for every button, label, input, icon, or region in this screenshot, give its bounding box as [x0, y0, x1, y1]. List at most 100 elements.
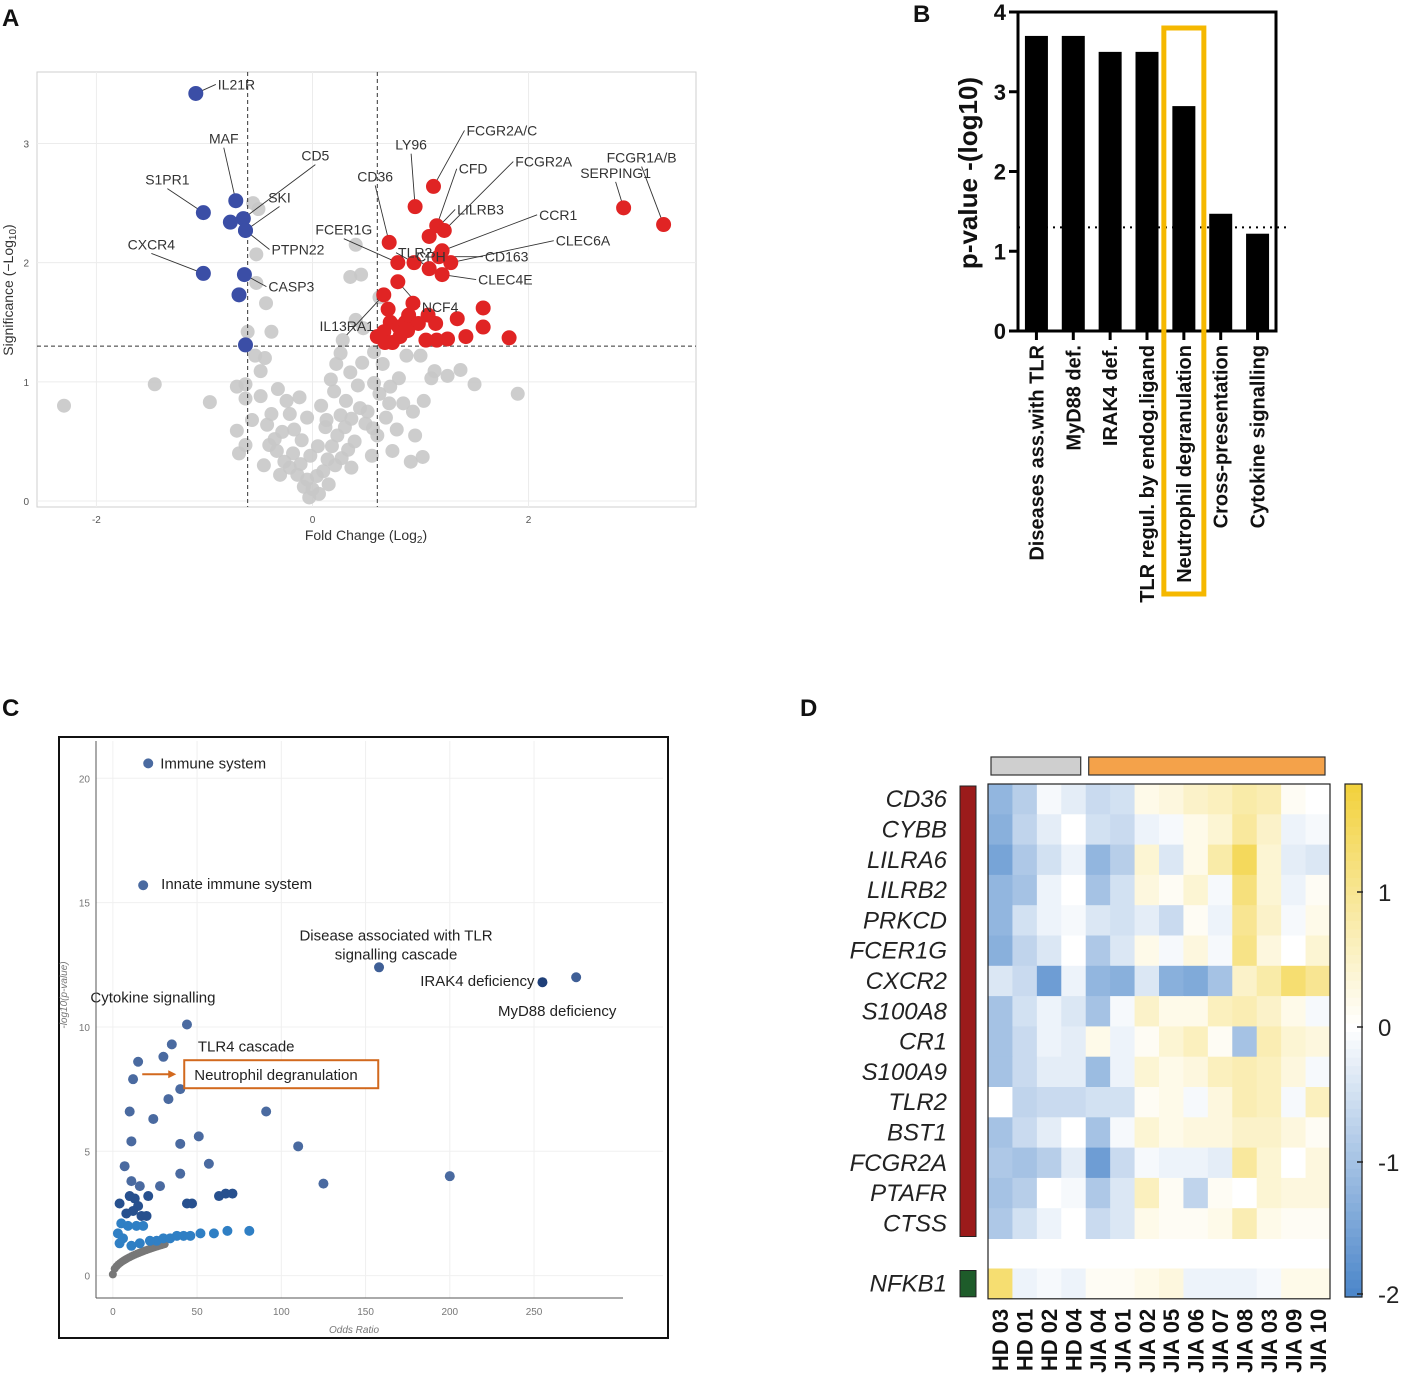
volcano-point-ns [257, 351, 272, 366]
volcano-point-ns [344, 411, 359, 426]
heatmap-cell [1207, 1087, 1233, 1118]
colorbar-segment [1345, 818, 1362, 828]
volcano-point-ns [256, 458, 271, 473]
enrichment-point [123, 1220, 134, 1231]
volcano-point-ns [335, 333, 350, 348]
heatmap-gene-label: BST1 [887, 1119, 947, 1146]
colorbar-segment [1345, 1271, 1362, 1281]
heatmap-cell [1134, 1117, 1160, 1149]
heatmap-cell [1256, 996, 1282, 1027]
enrichment-point [203, 1158, 214, 1169]
heatmap-cell [1110, 1268, 1136, 1300]
colorbar-segment [1345, 835, 1362, 845]
heatmap-cell [1207, 905, 1233, 936]
volcano-point-ns [287, 422, 302, 437]
heatmap-cell [1110, 1056, 1136, 1088]
heatmap-cell [988, 996, 1013, 1027]
volcano-point-ns [302, 490, 317, 505]
heatmap-cell [1159, 965, 1184, 997]
heatmap-cell [988, 905, 1013, 936]
heatmap-cell [1134, 874, 1160, 906]
volcano-point-up [443, 255, 459, 271]
heatmap-cell [1134, 1026, 1160, 1058]
volcano-point-ns [440, 368, 455, 383]
heatmap-cell [1183, 905, 1209, 936]
volcano-gene-label: CPH [416, 249, 446, 265]
heatmap-cell [1281, 1268, 1307, 1300]
colorbar-segment [1345, 886, 1362, 896]
enrichment-point [148, 1113, 159, 1124]
enrichment-x-tick: 200 [441, 1307, 458, 1318]
colorbar-segment [1345, 1100, 1362, 1110]
heatmap-cell [1012, 814, 1038, 846]
heatmap-cell [1207, 1177, 1233, 1209]
volcano-point-ns [343, 365, 358, 380]
colorbar-segment [1345, 1066, 1362, 1076]
heatmap-cell [1110, 935, 1136, 967]
colorbar-segment [1345, 895, 1362, 905]
heatmap-cell [1036, 1026, 1062, 1058]
heatmap-sample-label: JIA 05 [1159, 1309, 1184, 1373]
volcano-point-ns [467, 377, 482, 392]
colorbar-segment [1345, 1228, 1362, 1238]
volcano-point-ns [238, 377, 253, 392]
enrichment-point [124, 1106, 135, 1117]
heatmap-sample-label: JIA 09 [1281, 1309, 1306, 1373]
bar-highlight-box [1161, 25, 1207, 597]
volcano-point-ns [314, 398, 329, 413]
heatmap-cell [1281, 935, 1307, 967]
volcano-point-ns [238, 391, 253, 406]
heatmap-cell [1061, 1117, 1087, 1149]
bar-0 [1024, 35, 1048, 332]
heatmap-gene-label: LILRA6 [867, 847, 948, 874]
enrichment-point [134, 1238, 145, 1249]
heatmap-cell [1281, 1117, 1307, 1149]
heatmap-cell [1159, 874, 1184, 906]
heatmap-cell [1085, 965, 1111, 997]
bar-3 [1135, 51, 1159, 331]
volcano-gene-label: IL21R [218, 76, 255, 92]
enrichment-label-line2: signalling cascade [335, 946, 458, 963]
heatmap-gene-label: CYBB [882, 816, 947, 843]
volcano-point-ns [375, 356, 390, 371]
heatmap-cell [1012, 1208, 1038, 1239]
heatmap-sample-label: HD 03 [988, 1309, 1013, 1371]
heatmap-cell [1110, 996, 1136, 1027]
heatmap-cell [1232, 1208, 1258, 1239]
bar-chart: 0 1 2 3 4 Diseases ass.with TLR MyD88 def. IRA… [953, 0, 1290, 603]
enrichment-label: IRAK4 deficiency [420, 973, 535, 990]
heatmap-sample-label: JIA 03 [1257, 1309, 1282, 1373]
heatmap-cell [1159, 1268, 1184, 1300]
heatmap-cell [1061, 1268, 1087, 1300]
volcano-label-leader [441, 214, 538, 252]
heatmap-cell [1134, 1177, 1160, 1209]
heatmap-cell [1256, 1026, 1282, 1058]
heatmap-cell [1305, 965, 1331, 997]
heatmap-cell [1012, 1026, 1038, 1058]
volcano-label-leader [374, 185, 390, 243]
heatmap-cell [1061, 1147, 1087, 1179]
volcano-point-ns [319, 413, 334, 427]
heatmap-cell [1207, 844, 1233, 876]
heatmap-cell [1305, 814, 1331, 846]
volcano-point-down [195, 205, 211, 221]
heatmap-cell [988, 1147, 1013, 1179]
heatmap-sample-label: JIA 07 [1208, 1309, 1233, 1373]
enrichment-point [158, 1051, 169, 1062]
volcano-point-up [421, 228, 437, 244]
enrichment-point [138, 1220, 149, 1231]
heatmap-cell [1207, 784, 1233, 815]
heatmap-cell [1159, 905, 1184, 936]
volcano-point-ns [321, 477, 336, 492]
colorbar-segment [1345, 903, 1362, 913]
volcano-point-ns [316, 464, 331, 479]
enrichment-point-labeled [571, 972, 582, 983]
heatmap-cell [1256, 1087, 1282, 1118]
enrichment-y-tick: 5 [84, 1147, 90, 1158]
colorbar-segment [1345, 929, 1362, 939]
heatmap-cell [1281, 1208, 1307, 1239]
colorbar-segment [1345, 1091, 1362, 1101]
heatmap-cell [1232, 1117, 1258, 1149]
colorbar-tick-label: -2 [1378, 1282, 1399, 1309]
heatmap-cell [1085, 1208, 1111, 1239]
